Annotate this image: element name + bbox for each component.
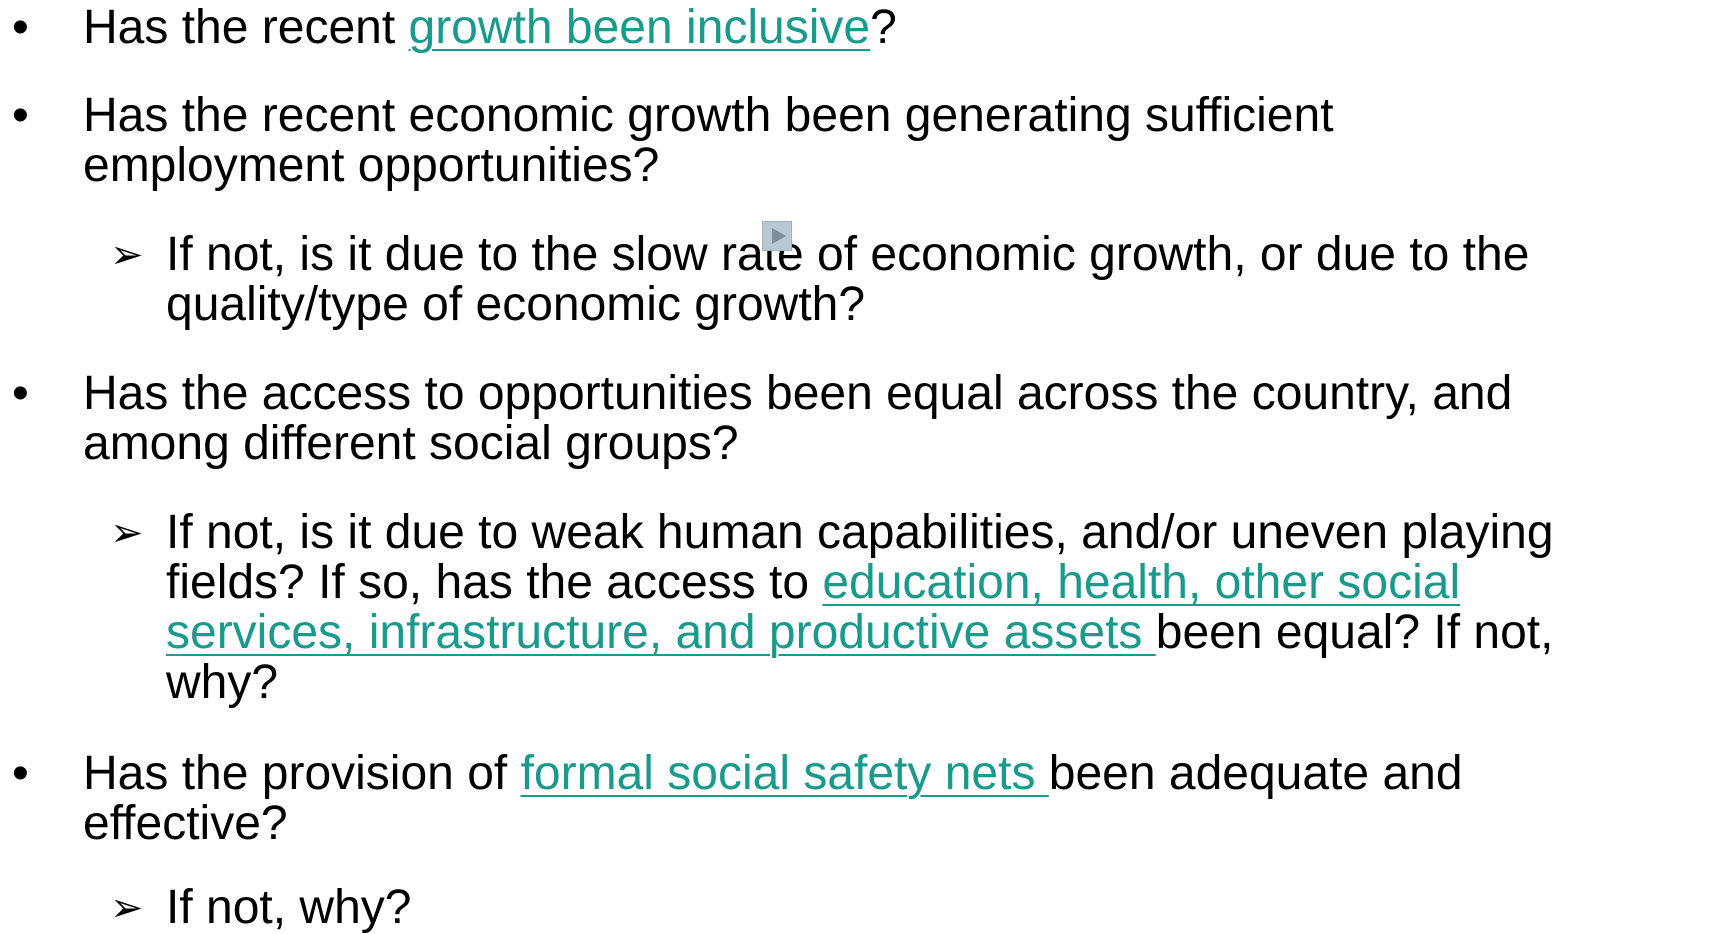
- text-run: fields? If so, has the access to: [166, 556, 823, 609]
- text-run: why?: [166, 656, 279, 709]
- text-run: been adequate and: [1048, 747, 1463, 800]
- list-item: ➢ If not, is it due to the slow rate of e…: [110, 230, 1529, 330]
- text-line: Has the provision of formal social safet…: [83, 749, 1463, 799]
- hyperlink[interactable]: education, health, other social: [822, 556, 1461, 609]
- text-line: If not, why?: [166, 883, 411, 933]
- list-item: • Has the access to opportunities been eq…: [12, 369, 1512, 469]
- text-run: If not, is it due to the slow rate of ec…: [166, 228, 1530, 281]
- text-run: effective?: [83, 797, 288, 850]
- text-line: services, infrastructure, and productive…: [166, 608, 1554, 658]
- text-run: been equal? If not,: [1155, 606, 1554, 659]
- text-run: among different social groups?: [83, 417, 739, 470]
- text-run: quality/type of economic growth?: [166, 278, 866, 331]
- text-line: effective?: [83, 799, 1463, 849]
- bullet-marker: ➢: [110, 233, 144, 277]
- text-run: Has the recent: [83, 1, 409, 54]
- hyperlink[interactable]: growth been inclusive: [408, 1, 871, 54]
- text-line: If not, is it due to weak human capabili…: [166, 508, 1554, 558]
- text-line: Has the recent economic growth been gene…: [83, 91, 1334, 141]
- text-line: employment opportunities?: [83, 141, 1334, 191]
- text-line: Has the recent growth been inclusive?: [83, 3, 897, 53]
- list-item: ➢ If not, is it due to weak human capabil…: [110, 508, 1554, 708]
- text-run: Has the provision of: [83, 747, 521, 800]
- text-run: ?: [870, 1, 897, 54]
- bullet-marker: •: [12, 1, 29, 54]
- text-run: If not, why?: [166, 881, 412, 934]
- text-run: If not, is it due to weak human capabili…: [166, 506, 1554, 559]
- text-line: If not, is it due to the slow rate of ec…: [166, 230, 1529, 280]
- hyperlink[interactable]: services, infrastructure, and productive…: [166, 606, 1156, 659]
- text-run: employment opportunities?: [83, 139, 660, 192]
- bullet-marker: ➢: [110, 511, 144, 555]
- list-item: • Has the recent economic growth been gen…: [12, 91, 1334, 191]
- bullet-marker: ➢: [110, 886, 144, 930]
- text-run: Has the recent economic growth been gene…: [83, 89, 1334, 142]
- media-play-icon[interactable]: [762, 221, 792, 251]
- bullet-marker: •: [12, 89, 29, 142]
- text-line: among different social groups?: [83, 419, 1512, 469]
- text-line: fields? If so, has the access to educati…: [166, 558, 1554, 608]
- text-line: quality/type of economic growth?: [166, 280, 1529, 330]
- list-item: ➢ If not, why?: [110, 883, 411, 933]
- hyperlink[interactable]: formal social safety nets: [520, 747, 1049, 800]
- bullet-marker: •: [12, 747, 29, 800]
- list-item: • Has the provision of formal social safe…: [12, 749, 1463, 849]
- bullet-marker: •: [12, 367, 29, 420]
- text-line: Has the access to opportunities been equ…: [83, 369, 1512, 419]
- text-line: why?: [166, 658, 1554, 708]
- text-run: Has the access to opportunities been equ…: [83, 367, 1513, 420]
- list-item: • Has the recent growth been inclusive?: [12, 3, 897, 53]
